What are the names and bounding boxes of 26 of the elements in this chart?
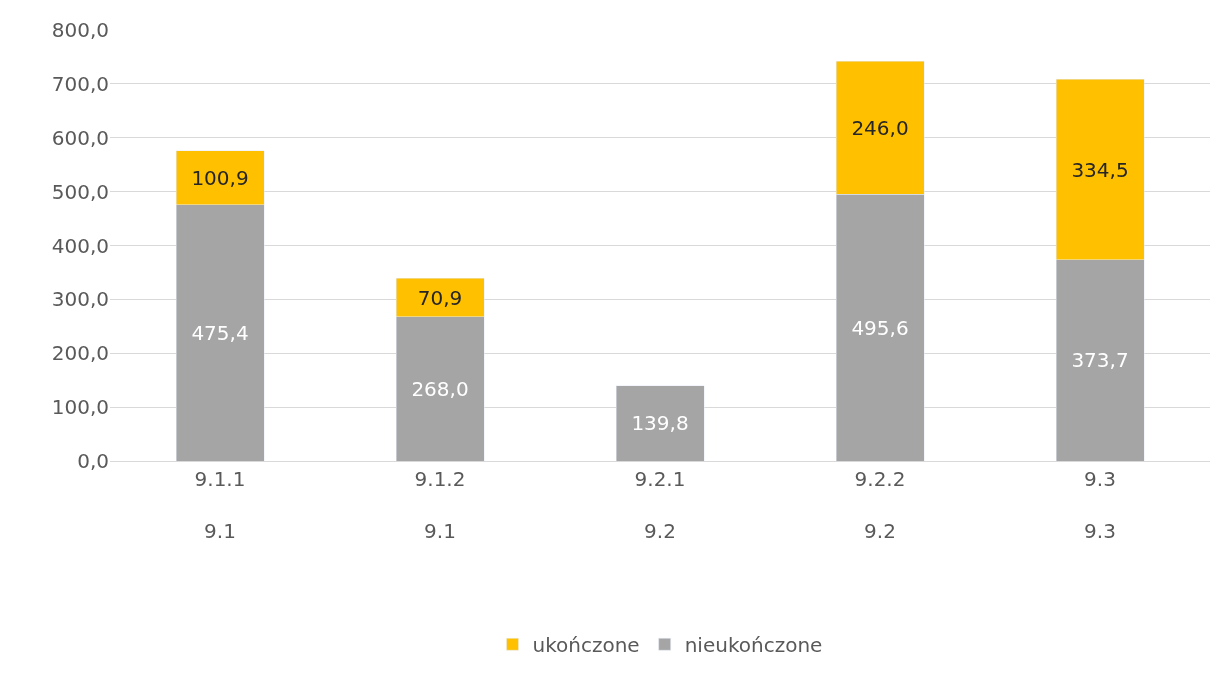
y-tick-label: 300,0 xyxy=(51,287,109,312)
category-label: 9.2.1 9.2 xyxy=(634,467,686,543)
legend-label: nieukończone xyxy=(684,633,823,658)
bar xyxy=(615,385,705,461)
data-label: 334,5 xyxy=(1071,157,1129,182)
y-tick-label: 600,0 xyxy=(51,125,109,150)
y-tick-label: 0,0 xyxy=(77,449,109,473)
y-tick-label: 500,0 xyxy=(51,179,109,204)
data-label: 100,9 xyxy=(191,165,249,190)
data-label: 139,8 xyxy=(631,411,689,436)
legend-label: ukończone xyxy=(532,633,640,658)
y-tick-label: 200,0 xyxy=(51,341,109,366)
y-tick-label: 100,0 xyxy=(51,395,109,420)
y-tick-label: 400,0 xyxy=(51,233,109,258)
data-label: 70,9 xyxy=(417,285,463,310)
y-tick-label: 700,0 xyxy=(51,71,109,96)
data-label: 268,0 xyxy=(411,376,469,401)
data-label: 373,7 xyxy=(1071,348,1129,373)
data-label: 495,6 xyxy=(851,315,909,340)
data-label: 475,4 xyxy=(191,320,249,345)
category-label: 9.1.1 9.1 xyxy=(194,467,246,543)
y-tick-label: 800,0 xyxy=(51,18,109,42)
category-label: 9.2.2 9.2 xyxy=(854,467,906,543)
category-label: 9.3 9.3 xyxy=(1084,467,1116,543)
data-label: 246,0 xyxy=(851,115,909,140)
category-label: 9.1.2 9.1 xyxy=(414,467,466,543)
